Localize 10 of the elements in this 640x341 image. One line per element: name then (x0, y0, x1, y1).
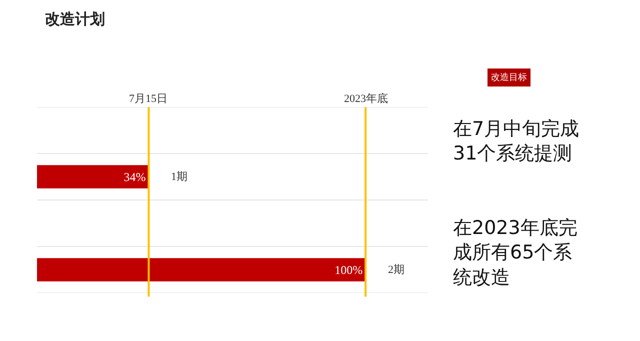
text: 在2023年底完成所有65个系统改造 (453, 217, 578, 288)
ref-line-label: 7月15日 (129, 93, 168, 105)
y-tick-label: 1期 (171, 171, 188, 183)
data-label: 100% (334, 262, 363, 277)
y-tick-label: 2期 (388, 264, 404, 276)
text: 改造目标 (491, 72, 527, 83)
text: 在7月中旬完成31个系统提测 (453, 118, 580, 165)
ref-line-label: 2023年底 (344, 92, 388, 105)
data-label: 34% (124, 170, 146, 184)
chart-title: 改造计划 (44, 10, 105, 28)
